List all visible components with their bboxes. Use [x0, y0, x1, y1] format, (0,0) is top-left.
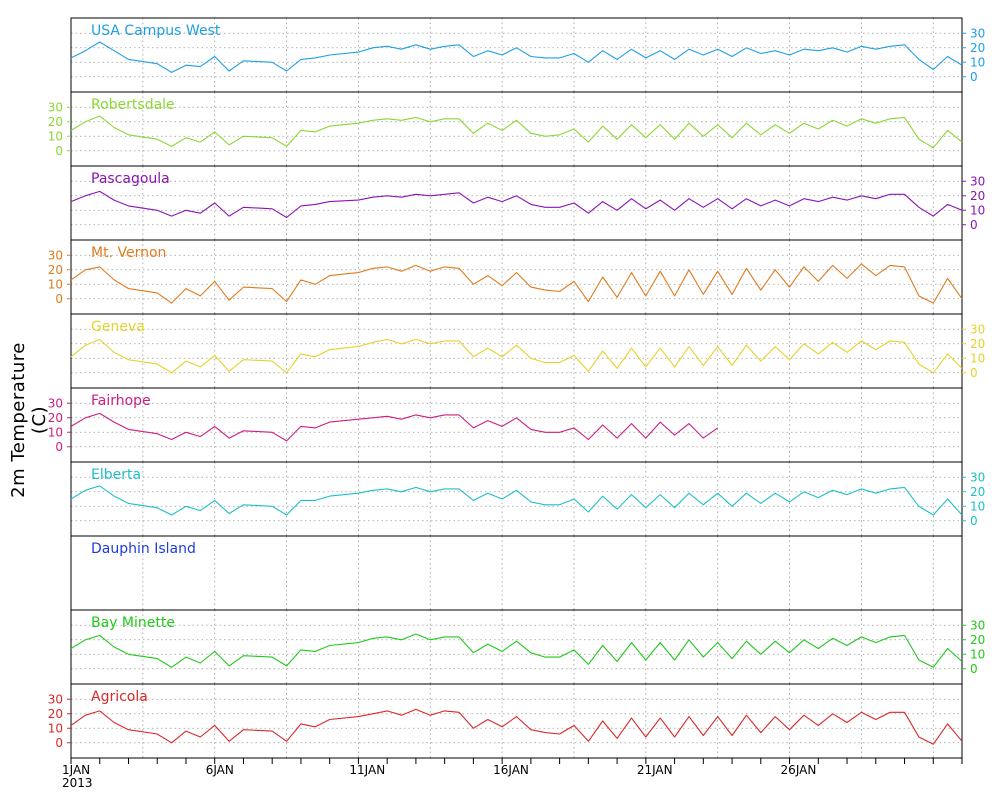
y-tick-label: 0	[970, 662, 978, 676]
y-tick-label: 20	[970, 189, 985, 203]
x-tick-label: 6JAN	[206, 763, 234, 777]
station-label: Dauphin Island	[91, 541, 196, 557]
x-tick-label: 21JAN	[637, 763, 673, 777]
series-line	[70, 708, 963, 745]
station-label: Elberta	[91, 467, 141, 483]
x-tick-label: 11JAN	[349, 763, 385, 777]
series-line	[70, 115, 963, 149]
y-axis-label: 2m Temperature (C)	[8, 342, 50, 498]
y-tick-label: 20	[48, 115, 63, 129]
y-tick-label: 20	[48, 263, 63, 277]
series-line	[70, 190, 963, 219]
panel-frame	[70, 683, 963, 759]
station-label: Mt. Vernon	[91, 245, 166, 261]
station-label: Robertsdale	[91, 97, 175, 113]
series-line	[70, 633, 963, 668]
y-tick-label: 10	[970, 647, 985, 661]
station-label: USA Campus West	[91, 23, 221, 39]
y-tick-label: 30	[48, 692, 63, 706]
x-tick-label: 26JAN	[781, 763, 817, 777]
station-label: Bay Minette	[91, 615, 175, 631]
y-tick-label: 10	[48, 425, 63, 439]
x-year-label: 2013	[62, 776, 93, 790]
y-tick-label: 30	[970, 26, 985, 40]
y-tick-label: 0	[970, 514, 978, 528]
y-tick-label: 30	[970, 470, 985, 484]
station-label: Fairhope	[91, 393, 151, 409]
series-line	[70, 485, 963, 516]
y-tick-label: 0	[55, 736, 63, 750]
x-tick-label: 1JAN	[62, 763, 90, 777]
y-tick-label: 20	[970, 633, 985, 647]
y-tick-label: 30	[970, 322, 985, 336]
y-tick-label: 0	[970, 70, 978, 84]
y-tick-label: 0	[55, 440, 63, 454]
station-label: Agricola	[91, 689, 148, 705]
y-tick-label: 20	[48, 411, 63, 425]
y-tick-label: 20	[970, 337, 985, 351]
y-tick-label: 0	[55, 144, 63, 158]
y-tick-label: 10	[48, 129, 63, 143]
y-tick-label: 20	[48, 707, 63, 721]
y-tick-label: 0	[970, 218, 978, 232]
y-tick-label: 0	[970, 366, 978, 380]
station-label: Geneva	[91, 319, 145, 335]
series-line	[70, 41, 963, 73]
y-tick-label: 30	[48, 100, 63, 114]
x-axis: 1JAN 6JAN 11JAN 16JAN 21JAN 26JAN 2013	[62, 758, 963, 790]
y-tick-label: 10	[970, 499, 985, 513]
y-tick-label: 30	[970, 618, 985, 632]
station-label: Pascagoula	[91, 171, 170, 187]
y-tick-label: 10	[48, 277, 63, 291]
y-tick-label: 30	[970, 174, 985, 188]
y-tick-label: 30	[48, 248, 63, 262]
y-tick-label: 0	[55, 292, 63, 306]
y-tick-label: 10	[970, 351, 985, 365]
x-tick-label: 16JAN	[493, 763, 529, 777]
y-tick-label: 20	[970, 41, 985, 55]
y-tick-label: 10	[970, 55, 985, 69]
series-line	[70, 263, 963, 304]
series-line	[70, 412, 719, 442]
y-tick-label: 10	[48, 721, 63, 735]
y-tick-label: 20	[970, 485, 985, 499]
y-tick-label: 10	[970, 203, 985, 217]
series-line	[70, 338, 963, 374]
y-tick-label: 30	[48, 396, 63, 410]
